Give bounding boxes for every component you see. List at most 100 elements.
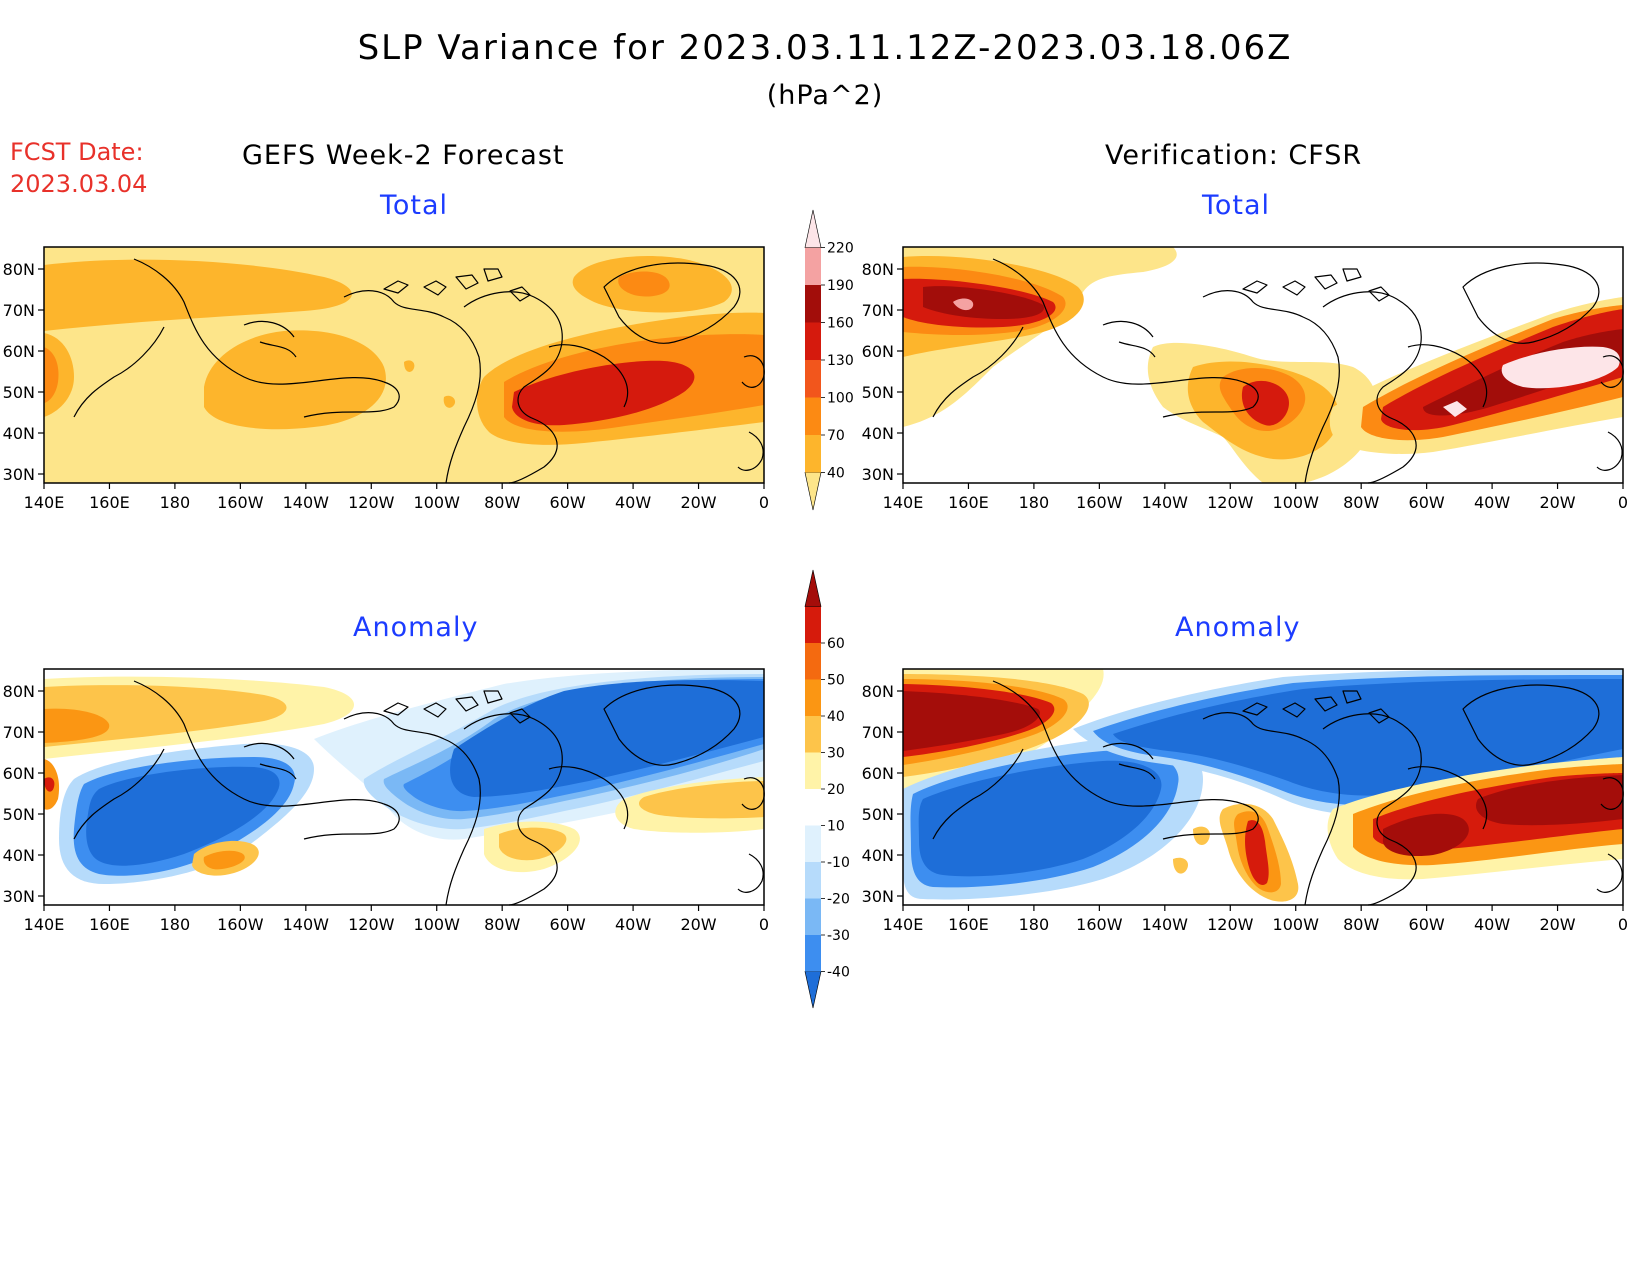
lon-tick-label: 20W	[680, 915, 716, 934]
lon-tick-label: 60W	[1409, 915, 1445, 934]
lon-tick-label: 140E	[24, 493, 65, 512]
lon-tick-label: 140W	[283, 915, 330, 934]
colorbar-total-label: 220	[827, 241, 854, 257]
colorbar-anomaly-label: -20	[827, 892, 850, 908]
colorbar-total: 40 70 100 130 160 190 220	[804, 209, 854, 511]
lat-tick-label: 70N	[862, 301, 894, 320]
lat-tick-label: 30N	[862, 465, 894, 484]
colorbar-total-label: 130	[827, 353, 854, 369]
lon-tick-label: 60W	[550, 915, 586, 934]
colorbar-total-segment	[805, 397, 821, 435]
lat-tick-label: 40N	[862, 424, 894, 443]
lon-tick-label: 160W	[1076, 915, 1123, 934]
lon-tick-label: 0	[1618, 915, 1628, 934]
lon-tick-label: 160W	[217, 915, 264, 934]
lon-tick-label: 120W	[1207, 493, 1254, 512]
lat-tick-label: 50N	[862, 383, 894, 402]
lat-tick-label: 70N	[862, 723, 894, 742]
map-forecast-total	[43, 246, 765, 484]
lon-tick-label: 80W	[484, 915, 520, 934]
lon-tick-label: 180	[160, 915, 191, 934]
lon-tick-label: 140E	[24, 915, 65, 934]
colorbar-anomaly-segment	[805, 679, 821, 716]
lon-tick-label: 40W	[615, 493, 651, 512]
map-forecast-anomaly	[43, 668, 765, 906]
colorbar-anomaly-label: 40	[827, 709, 845, 725]
colorbar-total-segment	[804, 209, 822, 248]
colorbar-anomaly-segment	[805, 789, 821, 826]
lon-tick-label: 160E	[948, 915, 989, 934]
lon-tick-label: 0	[759, 493, 769, 512]
lat-tick-label: 30N	[862, 887, 894, 906]
colorbar-anomaly-segment	[805, 716, 821, 753]
lon-tick-label: 100W	[414, 915, 461, 934]
lon-tick-label: 140E	[883, 915, 924, 934]
colorbar-anomaly-label: 30	[827, 746, 845, 762]
colorbar-anomaly-label: 60	[827, 636, 845, 652]
lon-tick-label: 160E	[89, 915, 130, 934]
lat-tick-label: 80N	[862, 682, 894, 701]
lat-tick-label: 80N	[862, 260, 894, 279]
lon-tick-label: 100W	[1273, 493, 1320, 512]
lon-tick-label: 0	[1618, 493, 1628, 512]
panel-title-verification-anomaly: Anomaly	[1175, 612, 1301, 643]
colorbar-total-label: 100	[827, 391, 854, 407]
lon-tick-label: 120W	[1207, 915, 1254, 934]
colorbar-total-segment	[805, 360, 821, 398]
lon-tick-label: 160E	[89, 493, 130, 512]
colorbar-anomaly-label: -40	[827, 965, 850, 981]
colorbar-total-label: 160	[827, 316, 854, 332]
lon-tick-label: 40W	[1474, 915, 1510, 934]
lon-tick-label: 180	[160, 493, 191, 512]
panel-title-verification-total: Total	[1202, 190, 1271, 221]
lat-tick-label: 40N	[862, 846, 894, 865]
colorbar-total-segment	[805, 322, 821, 360]
colorbar-total-label: 190	[827, 278, 854, 294]
map-verification-anomaly	[902, 668, 1624, 906]
colorbar-anomaly-segment	[805, 643, 821, 680]
lon-tick-label: 60W	[550, 493, 586, 512]
lat-tick-label: 50N	[3, 805, 35, 824]
lon-tick-label: 180	[1019, 493, 1050, 512]
lat-tick-label: 80N	[3, 260, 35, 279]
colorbar-anomaly-segment	[804, 569, 822, 607]
colorbar-total-segment	[804, 472, 822, 511]
lon-tick-label: 40W	[1474, 493, 1510, 512]
fcst-date-label: FCST Date:	[10, 138, 144, 166]
lon-tick-label: 0	[759, 915, 769, 934]
colorbar-anomaly-label: 50	[827, 673, 845, 689]
lat-tick-label: 60N	[3, 342, 35, 361]
colorbar-total-segment	[805, 285, 821, 323]
lat-tick-label: 70N	[3, 301, 35, 320]
lon-tick-label: 80W	[1343, 915, 1379, 934]
lat-tick-label: 50N	[3, 383, 35, 402]
lon-tick-label: 100W	[1273, 915, 1320, 934]
lon-tick-label: 100W	[414, 493, 461, 512]
colorbar-anomaly-segment	[805, 606, 821, 643]
lon-tick-label: 140W	[283, 493, 330, 512]
column-title-verification: Verification: CFSR	[1105, 140, 1363, 171]
lat-tick-label: 40N	[3, 846, 35, 865]
lon-tick-label: 20W	[1539, 493, 1575, 512]
colorbar-total-label: 40	[827, 466, 845, 482]
lon-tick-label: 140W	[1142, 493, 1189, 512]
fcst-date-value: 2023.03.04	[10, 170, 148, 198]
lon-tick-label: 180	[1019, 915, 1050, 934]
map-verification-total	[902, 246, 1624, 484]
lon-tick-label: 40W	[615, 915, 651, 934]
panel-title-forecast-anomaly: Anomaly	[353, 612, 479, 643]
lon-tick-label: 120W	[348, 493, 395, 512]
colorbar-total-label: 70	[827, 428, 845, 444]
lon-tick-label: 20W	[680, 493, 716, 512]
colorbar-anomaly-label: -10	[827, 855, 850, 871]
lon-tick-label: 140E	[883, 493, 924, 512]
colorbar-anomaly-segment	[805, 898, 821, 935]
lat-tick-label: 60N	[862, 342, 894, 361]
lat-tick-label: 30N	[3, 465, 35, 484]
colorbar-anomaly-segment	[805, 862, 821, 899]
colorbar-anomaly: -40 -30 -20 -10 10 20 30 40 50 60	[804, 569, 850, 1009]
lat-tick-label: 40N	[3, 424, 35, 443]
lon-tick-label: 120W	[348, 915, 395, 934]
lat-tick-label: 80N	[3, 682, 35, 701]
